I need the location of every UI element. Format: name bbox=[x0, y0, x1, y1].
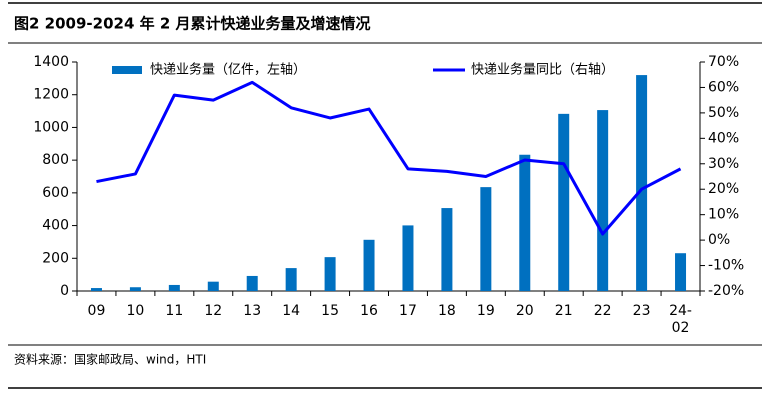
y-tick-label: 1200 bbox=[33, 87, 69, 103]
bar bbox=[324, 257, 336, 291]
bar bbox=[207, 281, 219, 291]
bar bbox=[558, 113, 570, 291]
chart-title: 图2 2009-2024 年 2 月累计快递业务量及增速情况 bbox=[14, 15, 371, 33]
bar bbox=[519, 154, 531, 291]
x-tick-label: 23 bbox=[633, 303, 651, 319]
bar bbox=[90, 288, 102, 291]
legend-label: 快递业务量同比（右轴） bbox=[471, 62, 614, 78]
y-tick-label: 1000 bbox=[33, 119, 69, 135]
bar bbox=[363, 239, 375, 291]
bar bbox=[402, 225, 414, 291]
x-tick-label: 19 bbox=[477, 303, 495, 319]
y2-tick-label: -10% bbox=[708, 258, 744, 274]
x-tick-label: 12 bbox=[204, 303, 222, 319]
bar bbox=[480, 187, 492, 291]
y-tick-label: 400 bbox=[42, 218, 69, 234]
legend-label: 快递业务量（亿件，左轴） bbox=[150, 62, 306, 78]
x-tick-label: 09 bbox=[88, 303, 106, 319]
x-tick-label: 14 bbox=[282, 303, 300, 319]
x-tick-label: 10 bbox=[126, 303, 144, 319]
y-tick-label: 800 bbox=[42, 152, 69, 168]
x-tick-label: 15 bbox=[321, 303, 339, 319]
x-tick-label: 11 bbox=[165, 303, 183, 319]
bar bbox=[636, 75, 648, 291]
bar bbox=[441, 208, 453, 291]
y2-tick-label: 30% bbox=[708, 156, 739, 172]
legend-swatch bbox=[112, 66, 142, 74]
x-tick-label: 22 bbox=[594, 303, 612, 319]
y2-tick-label: 20% bbox=[708, 181, 739, 197]
bar bbox=[285, 268, 297, 291]
y-tick-label: 600 bbox=[42, 185, 69, 201]
y-tick-label: 200 bbox=[42, 250, 69, 266]
x-tick-label: 13 bbox=[243, 303, 261, 319]
bar bbox=[246, 275, 258, 291]
x-tick-label: 24-02 bbox=[669, 303, 692, 336]
x-tick-label: 18 bbox=[438, 303, 456, 319]
x-tick-label: 20 bbox=[516, 303, 534, 319]
source: 资料来源：国家邮政局、wind，HTI bbox=[14, 352, 206, 367]
x-tick-label: 17 bbox=[399, 303, 417, 319]
y-tick-label: 1400 bbox=[33, 54, 69, 70]
y2-tick-label: -20% bbox=[708, 283, 744, 299]
y2-tick-label: 0% bbox=[708, 232, 730, 248]
x-tick-label: 21 bbox=[555, 303, 573, 319]
bar bbox=[597, 110, 609, 291]
y-tick-label: 0 bbox=[60, 283, 69, 299]
x-tick-label: 16 bbox=[360, 303, 378, 319]
y2-tick-label: 50% bbox=[708, 105, 739, 121]
y2-tick-label: 40% bbox=[708, 130, 739, 146]
bar bbox=[675, 253, 687, 291]
y2-tick-label: 10% bbox=[708, 207, 739, 223]
bar bbox=[168, 284, 180, 291]
y2-tick-label: 70% bbox=[708, 54, 739, 70]
line bbox=[96, 80, 682, 236]
bar bbox=[129, 287, 141, 291]
y2-tick-label: 60% bbox=[708, 79, 739, 95]
